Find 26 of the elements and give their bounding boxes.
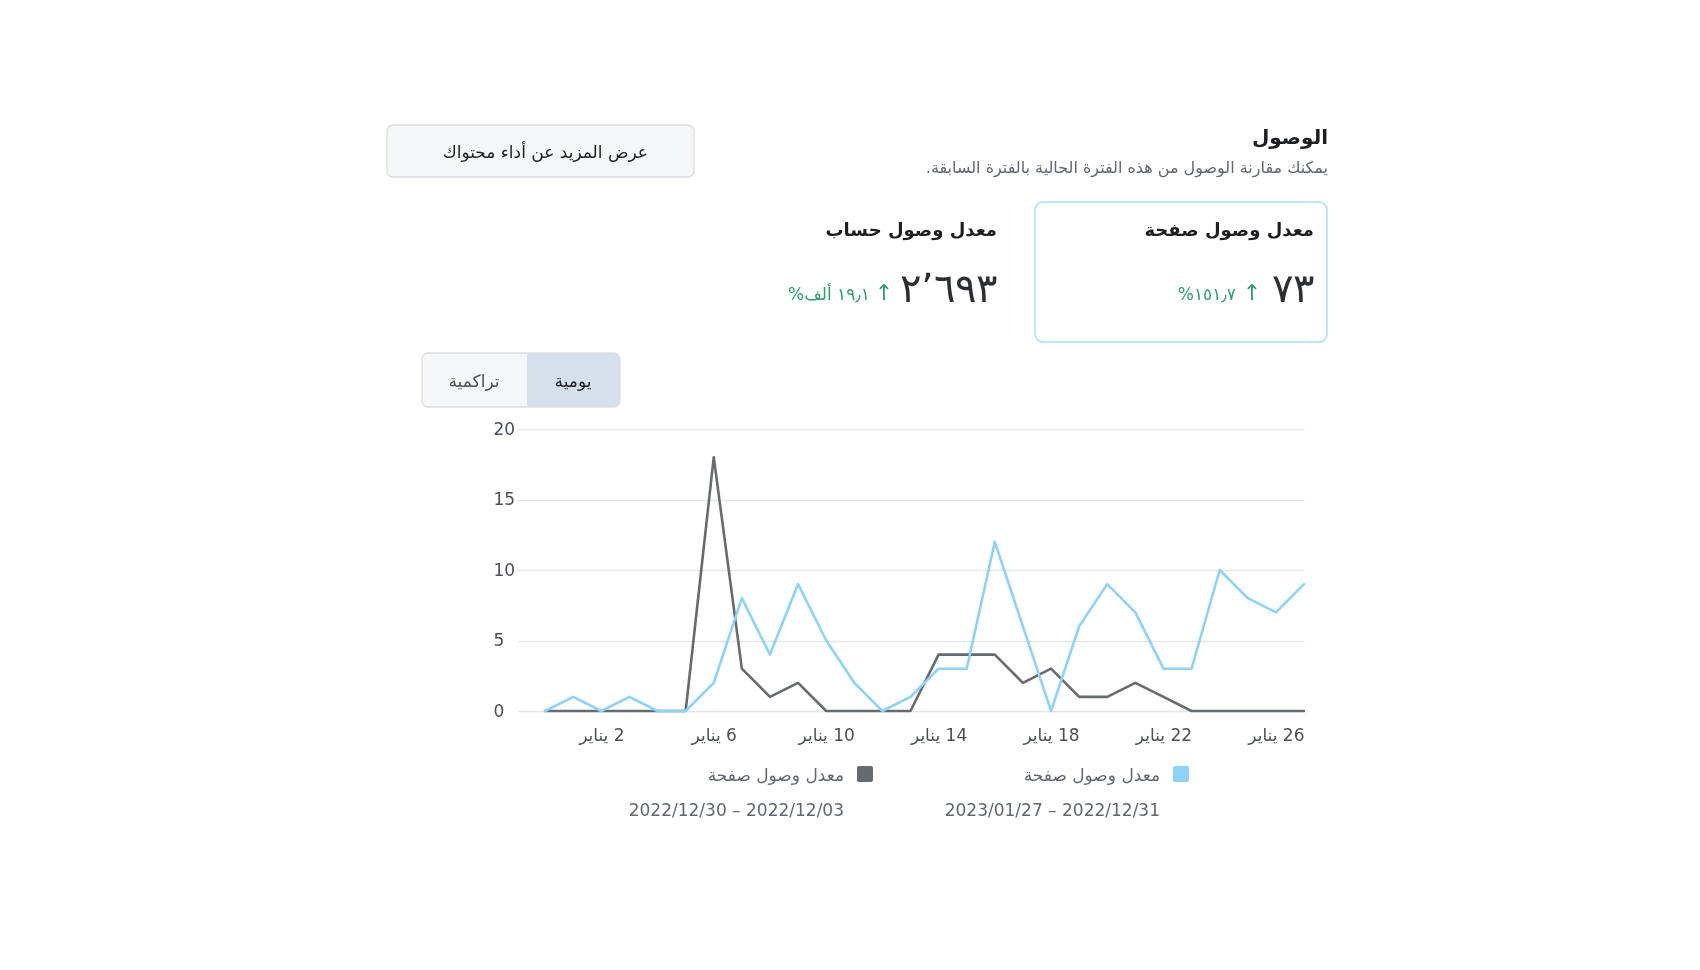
- x-tick-label: 26 يناير: [1247, 724, 1305, 745]
- x-tick-label: 10 يناير: [797, 724, 855, 745]
- x-tick-label: 2 يناير: [578, 724, 625, 745]
- y-tick-label: 5: [493, 630, 505, 650]
- x-tick-label: 18 يناير: [1022, 724, 1080, 745]
- text: ↑: [874, 280, 894, 305]
- text: يومية: [554, 371, 592, 391]
- text: ١٩٫١ ألف%: [788, 283, 870, 304]
- chart-title: الوصول: [1251, 125, 1328, 149]
- y-tick-label: 0: [493, 700, 505, 721]
- x-tick-label: 22 يناير: [1134, 724, 1193, 745]
- y-tick-label: 15: [493, 489, 516, 509]
- text: عرض المزيد عن أداء محتواك: [442, 141, 648, 162]
- chart-subtitle: يمكنك مقارنة الوصول من هذه الفترة الحالية بالفترة السابقة.: [925, 158, 1328, 178]
- text: ١٥١٫٧%: [1177, 284, 1236, 304]
- x-tick-label: 14 يناير: [910, 724, 968, 745]
- text: ↑: [1242, 280, 1262, 305]
- y-tick-label: 10: [493, 559, 516, 580]
- x-tick-label: 6 يناير: [690, 724, 737, 745]
- text: معدل وصول حساب: [825, 219, 997, 241]
- text: معدل وصول صفحة: [1144, 219, 1314, 241]
- text: ٢٬٦٩٣: [900, 265, 997, 311]
- y-tick-label: 20: [493, 418, 516, 439]
- text: تراكمية: [448, 371, 500, 391]
- text: ٧٣: [1272, 265, 1314, 311]
- line-series: [543, 540, 1306, 713]
